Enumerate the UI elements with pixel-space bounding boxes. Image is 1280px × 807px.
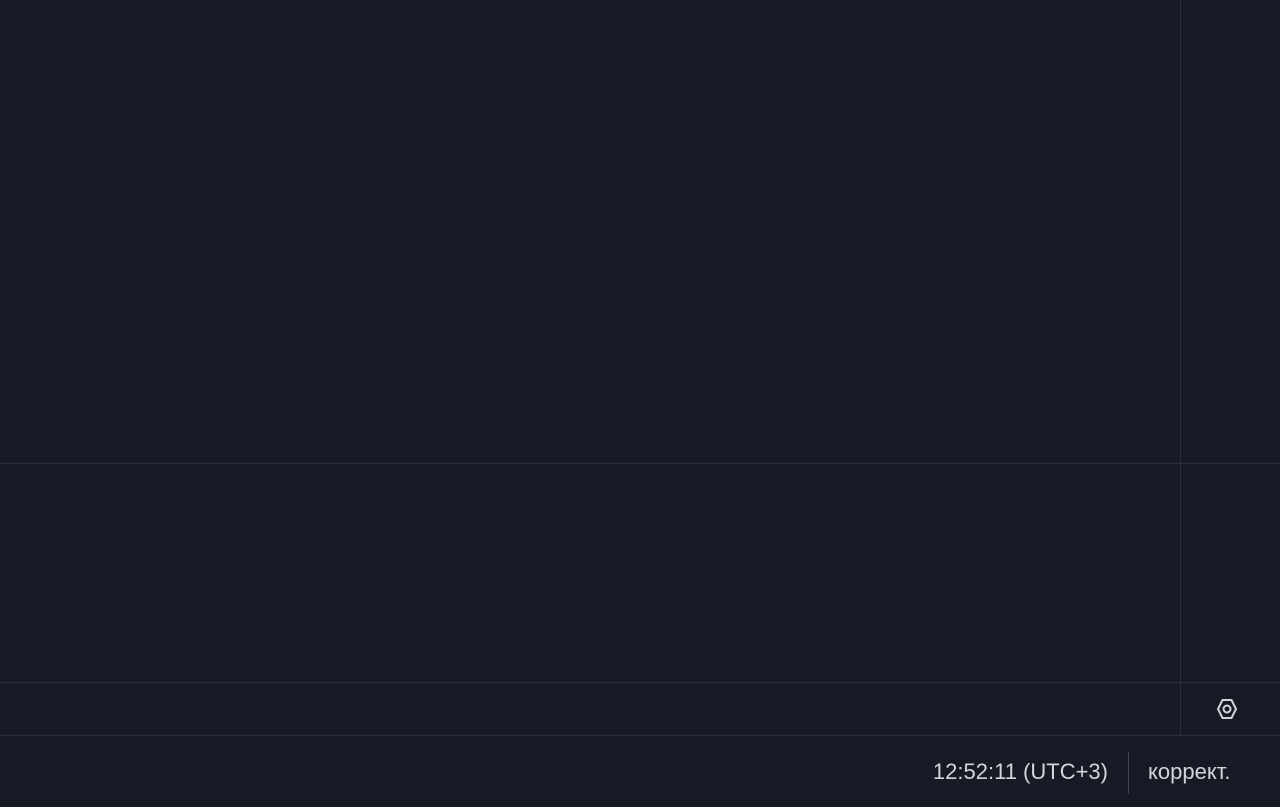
adjustment-toggle[interactable]: коррект.: [1148, 759, 1230, 784]
settings-button[interactable]: [1216, 699, 1238, 719]
settings-icon-center: [1222, 704, 1232, 714]
settings-icon[interactable]: [1216, 699, 1238, 719]
clock: 12:52:11 (UTC+3): [933, 759, 1108, 784]
